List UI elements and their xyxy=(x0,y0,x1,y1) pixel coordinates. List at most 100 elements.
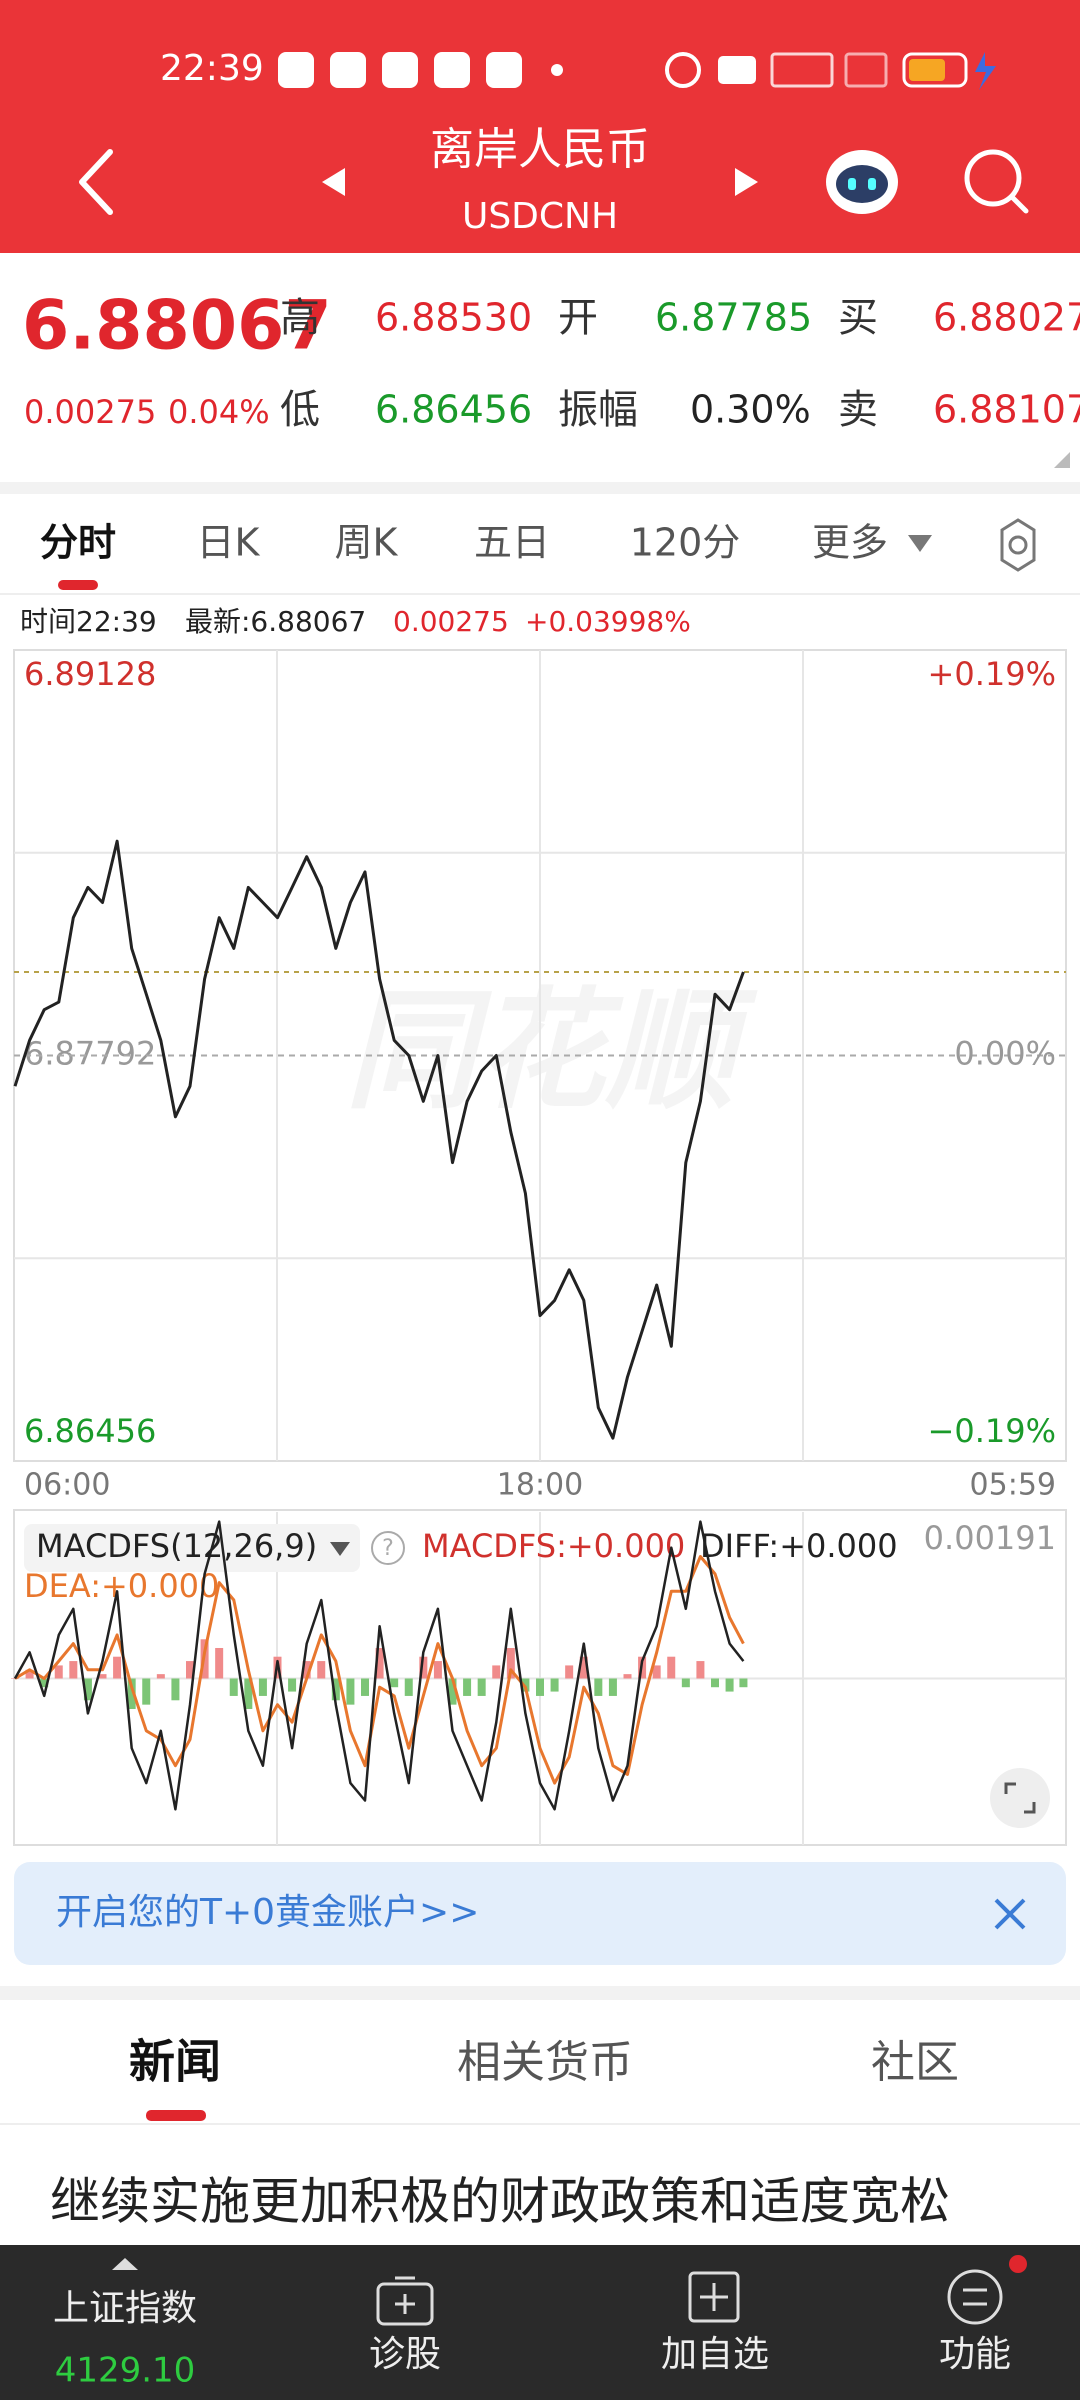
macd-bar xyxy=(536,1678,544,1696)
header-code: USDCNH xyxy=(462,196,618,237)
indicator-title: MACDFS(12,26,9) xyxy=(36,1527,317,1565)
field-label: 高 xyxy=(280,295,320,341)
field-label: 卖 xyxy=(838,387,878,433)
field-value: 6.87785 xyxy=(655,296,812,340)
info-latest: 最新:6.88067 xyxy=(185,605,366,638)
legend-label: DIFF:+0.000 xyxy=(700,1527,898,1565)
fullscreen-icon xyxy=(1004,1782,1036,1814)
info-change-pct: +0.03998% xyxy=(525,605,691,638)
macd-bar xyxy=(579,1656,588,1679)
dea-line xyxy=(14,1555,745,1785)
y-tick-label: 6.86456 xyxy=(24,1412,156,1450)
macd-bar xyxy=(317,1661,326,1679)
status-time: 22:39 xyxy=(160,48,264,89)
nav-item[interactable]: 诊股 xyxy=(369,2334,441,2375)
indicator-selector xyxy=(24,1524,360,1572)
y2-tick-label: 0.00% xyxy=(954,1035,1056,1073)
banner-text[interactable]: 开启您的T+0黄金账户>> xyxy=(56,1892,479,1933)
macd-bar xyxy=(739,1678,748,1688)
nav-icon xyxy=(376,2269,1003,2326)
macd-bar xyxy=(113,1656,122,1679)
macd-bar xyxy=(98,1674,107,1679)
x-tick-label: 06:00 xyxy=(24,1468,110,1503)
field-value: 6.88530 xyxy=(375,296,532,340)
x-tick-label: 18:00 xyxy=(497,1468,583,1503)
fullscreen-button[interactable] xyxy=(990,1768,1050,1828)
info-time: 时间22:39 xyxy=(20,605,157,638)
change-pct: 0.04% xyxy=(168,393,270,431)
news-tab[interactable]: 社区 xyxy=(871,2037,959,2088)
header-title: 离岸人民币 xyxy=(430,124,650,175)
y2-tick-label: +0.19% xyxy=(928,655,1056,693)
macd-bar xyxy=(142,1678,151,1705)
tab[interactable]: 日K xyxy=(197,521,261,565)
dropdown-arrow xyxy=(908,535,932,552)
change: 0.00275 xyxy=(24,393,156,431)
settings-button[interactable] xyxy=(1000,518,1036,572)
macd-bar xyxy=(463,1678,472,1696)
dropdown-arrow xyxy=(330,1542,350,1556)
help-icon xyxy=(371,1531,405,1565)
search-button[interactable] xyxy=(964,149,1029,214)
tab[interactable]: 更多 xyxy=(812,521,888,565)
field-label: 开 xyxy=(558,295,598,341)
macd-bar xyxy=(375,1647,384,1679)
prev-button[interactable] xyxy=(322,168,345,196)
nav-item[interactable]: 加自选 xyxy=(661,2334,769,2375)
field-value: 6.88027 xyxy=(933,296,1080,340)
macd-bar xyxy=(69,1661,78,1679)
field-value: 0.30% xyxy=(690,388,811,432)
next-button[interactable] xyxy=(735,168,758,196)
macd-bar xyxy=(127,1678,136,1710)
macd-bar xyxy=(667,1656,676,1679)
nav-item[interactable]: 功能 xyxy=(939,2334,1011,2375)
macd-bar xyxy=(623,1674,632,1679)
assistant-button[interactable] xyxy=(826,150,898,214)
macd-bar xyxy=(156,1674,165,1679)
macd-bar xyxy=(433,1661,442,1679)
legend-label: DEA:+0.000 xyxy=(24,1567,219,1605)
tab[interactable]: 周K xyxy=(335,521,399,565)
status-icons xyxy=(278,52,996,90)
macd-bar xyxy=(608,1678,617,1696)
macd-bar xyxy=(492,1665,501,1679)
macd-bar xyxy=(681,1678,690,1688)
y-tick-label: 6.89128 xyxy=(24,655,156,693)
macd-bar xyxy=(244,1678,253,1710)
macd-bar xyxy=(565,1665,574,1679)
headline[interactable]: 继续实施更加积极的财政政策和适度宽松 xyxy=(50,2173,950,2231)
macd-bar xyxy=(448,1678,457,1705)
diff-line xyxy=(13,1520,745,1811)
macd-bar xyxy=(652,1665,661,1679)
macd-bar xyxy=(711,1678,719,1688)
macd-bar xyxy=(361,1678,369,1696)
news-tab[interactable]: 新闻 xyxy=(129,2035,221,2089)
tab[interactable]: 120分 xyxy=(630,521,741,565)
back-button[interactable] xyxy=(79,149,113,215)
banner-close[interactable] xyxy=(994,1898,1026,1930)
macd-bar xyxy=(302,1661,311,1679)
tab[interactable]: 分时 xyxy=(40,521,116,565)
corner-mark xyxy=(1054,452,1070,468)
macd-bar xyxy=(171,1678,180,1701)
tab-underline xyxy=(58,580,98,590)
index-name[interactable]: 上证指数 xyxy=(53,2288,197,2329)
news-tab-underline xyxy=(146,2110,206,2121)
macd-bar xyxy=(696,1661,705,1679)
y2-tick-label: −0.19% xyxy=(928,1412,1056,1450)
macd-bar xyxy=(288,1678,297,1692)
banner[interactable] xyxy=(14,1862,1066,1965)
expand-arrow[interactable] xyxy=(112,2258,138,2270)
tab[interactable]: 五日 xyxy=(474,521,550,565)
y-tick-label: 0.00191 xyxy=(924,1519,1056,1557)
field-value: 6.88107 xyxy=(933,388,1080,432)
macd-bar xyxy=(25,1669,34,1679)
header-bg xyxy=(0,0,1080,253)
field-label: 低 xyxy=(280,387,320,433)
macd-bar xyxy=(390,1678,399,1688)
macd-bar xyxy=(331,1678,340,1701)
news-tab[interactable]: 相关货币 xyxy=(457,2037,633,2088)
price-line xyxy=(13,839,745,1440)
